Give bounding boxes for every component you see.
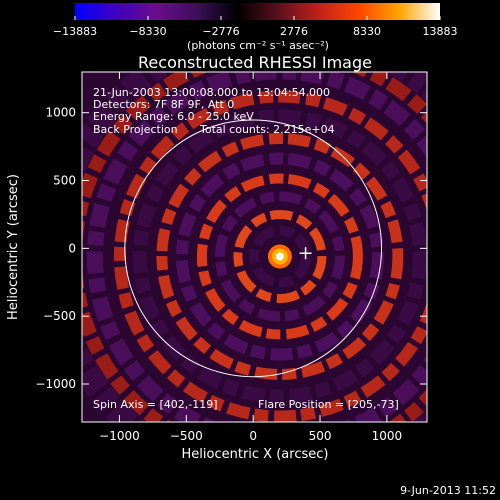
colorbar-unit-label: (photons cm⁻² s⁻¹ asec⁻²)	[187, 39, 329, 52]
x-axis-label: Heliocentric X (arcsec)	[182, 447, 329, 462]
x-tick-label: 500	[309, 429, 332, 443]
plot-frame	[81, 71, 428, 423]
heatmap	[82, 72, 427, 422]
y-tick-label: 0	[68, 241, 76, 255]
annotation-method: Back Projection	[93, 123, 178, 136]
annotation-spin-axis: Spin Axis = [402,-119]	[93, 398, 218, 411]
heatmap-ring	[156, 132, 404, 380]
annotation-total-counts: Total counts: 2.215e+04	[199, 123, 335, 136]
y-tick-label: −500	[43, 309, 76, 323]
heatmap-ring	[196, 173, 363, 340]
y-tick-label: 500	[53, 174, 76, 188]
x-tick-label: 0	[249, 429, 257, 443]
colorbar-tick-label: −2776	[202, 25, 239, 38]
footer-timestamp: 9-Jun-2013 11:52	[400, 484, 496, 497]
solar-limb-circle	[124, 119, 383, 378]
annotation-detectors: Detectors: 7F 8F 9F, Att 0	[93, 98, 234, 111]
annotation-time-range: 21-Jun-2003 13:00:08.000 to 13:04:54.000	[93, 86, 330, 99]
heatmap-ring	[214, 191, 345, 322]
colorbar	[75, 3, 440, 20]
heatmap-ring	[86, 72, 427, 422]
y-tick-label: 1000	[45, 106, 76, 120]
y-tick-label: −1000	[35, 377, 76, 391]
annotation-energy-range: Energy Range: 6.0 - 25.0 keV	[93, 110, 254, 123]
colorbar-tick-label: 2776	[280, 25, 308, 38]
x-tick-label: −500	[170, 429, 203, 443]
axis-ticks: −1000 −500 0 500 1000 −1000 −500 0 500 1000	[35, 72, 427, 443]
flare-position-marker	[299, 247, 312, 260]
colorbar-tick-label: −13883	[53, 25, 97, 38]
colorbar-ticks: −13883 −8330 −2776 2776 8330 13883	[53, 16, 458, 38]
heatmap-ring	[233, 209, 327, 303]
heatmap-ring	[175, 152, 384, 361]
colorbar-tick-label: 13883	[423, 25, 458, 38]
x-tick-label: 1000	[372, 429, 403, 443]
heatmap-ring	[113, 90, 427, 422]
annotation-flare-position: Flare Position = [205,-73]	[258, 398, 399, 411]
chart-title: Reconstructed RHESSI Image	[138, 53, 372, 72]
heatmap-ring	[132, 109, 427, 404]
colorbar-tick-label: −8330	[129, 25, 166, 38]
source-peak	[275, 252, 284, 261]
plot-area: −1000 −500 0 500 1000 −1000 −500 0 500 1000	[35, 71, 428, 443]
colorbar-tick-label: 8330	[353, 25, 381, 38]
y-axis-label: Heliocentric Y (arcsec)	[6, 174, 21, 320]
x-tick-label: −1000	[99, 429, 140, 443]
